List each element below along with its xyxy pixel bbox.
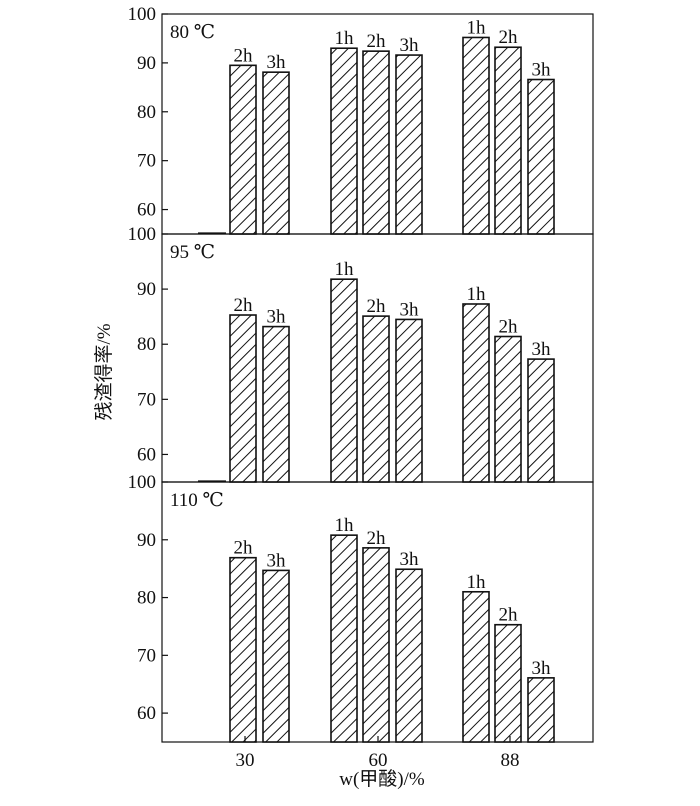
- bar-30-3h: [262, 71, 290, 235]
- y-tick-label: 60: [137, 444, 156, 465]
- panel-label: 110 ℃: [170, 490, 224, 511]
- bar-label: 2h: [234, 295, 254, 316]
- bar-label: 3h: [532, 658, 552, 679]
- bar-30-3h: [262, 569, 290, 743]
- bar-88-3h: [527, 358, 555, 483]
- bar-60-1h: [330, 278, 358, 483]
- x-tick-label: 30: [236, 750, 255, 771]
- bar-label: 2h: [234, 45, 254, 66]
- bar-label: 3h: [400, 549, 420, 570]
- y-tick-label: 70: [137, 645, 156, 666]
- bar-88-3h: [527, 677, 555, 743]
- bar-label: 2h: [367, 296, 387, 317]
- bar-88-1h: [462, 590, 490, 743]
- x-axis-label: w(甲酸)/%: [339, 768, 425, 790]
- bar-label: 2h: [367, 528, 387, 549]
- y-axis-label: 残渣得率/%: [93, 323, 115, 420]
- bar-label: 1h: [335, 515, 355, 536]
- bar-88-3h: [527, 78, 555, 235]
- bar-label: 2h: [234, 538, 254, 559]
- bar-label: 3h: [267, 52, 287, 73]
- bar-30-2h: [229, 64, 257, 235]
- bar-60-1h: [330, 534, 358, 743]
- bar-label: 3h: [400, 35, 420, 56]
- bar-label: 1h: [335, 28, 355, 49]
- bar-label: 1h: [467, 572, 487, 593]
- bar-60-3h: [395, 54, 423, 235]
- bar-88-2h: [494, 46, 522, 235]
- x-tick-label: 60: [369, 750, 388, 771]
- bar-88-1h: [462, 36, 490, 235]
- bar-label: 3h: [400, 299, 420, 320]
- y-tick-label: 80: [137, 102, 156, 123]
- panel-2: 60 70 80 90 100 95 ℃ 2h 3h 1h 2h 3h 1h 2h 3h: [128, 224, 594, 483]
- panel-3: 60 70 80 90 100 110 ℃ 2h 3h 1h 2h 3h 1h 2h 3h 30 60 88: [128, 472, 594, 771]
- bar-label: 2h: [367, 31, 387, 52]
- panel-label: 95 ℃: [170, 242, 215, 263]
- x-tick-label: 88: [501, 750, 520, 771]
- y-tick-label: 100: [128, 224, 157, 245]
- y-tick-label: 100: [128, 4, 157, 25]
- bar-label: 3h: [267, 550, 287, 571]
- y-tick-label: 80: [137, 588, 156, 609]
- bar-label: 2h: [499, 27, 519, 48]
- bar-label: 2h: [499, 317, 519, 338]
- bar-88-1h: [462, 303, 490, 483]
- bar-60-3h: [395, 318, 423, 483]
- bar-label: 3h: [267, 307, 287, 328]
- bar-60-3h: [395, 568, 423, 743]
- y-tick-label: 70: [137, 151, 156, 172]
- bar-60-1h: [330, 47, 358, 235]
- bar-label: 1h: [467, 17, 487, 38]
- bar-60-2h: [362, 315, 390, 483]
- y-tick-label: 60: [137, 703, 156, 724]
- bar-30-3h: [262, 325, 290, 483]
- bar-label: 1h: [335, 259, 355, 280]
- bar-88-2h: [494, 335, 522, 483]
- bar-60-2h: [362, 547, 390, 743]
- y-tick-label: 80: [137, 334, 156, 355]
- y-tick-label: 60: [137, 200, 156, 221]
- y-tick-label: 90: [137, 53, 156, 74]
- bar-label: 3h: [532, 339, 552, 360]
- y-tick-label: 90: [137, 530, 156, 551]
- y-tick-label: 100: [128, 472, 157, 493]
- panel-1: 60 70 80 90 100 80 ℃ 2h 3h 1h 2h 3h 1h 2h 3h: [128, 4, 594, 235]
- bar-60-2h: [362, 50, 390, 235]
- bar-label: 2h: [499, 605, 519, 626]
- y-tick-label: 90: [137, 279, 156, 300]
- bar-88-2h: [494, 623, 522, 743]
- panel-label: 80 ℃: [170, 22, 215, 43]
- bar-label: 1h: [467, 284, 487, 305]
- bar-label: 3h: [532, 60, 552, 81]
- bar-30-2h: [229, 314, 257, 483]
- y-tick-label: 70: [137, 389, 156, 410]
- bar-30-2h: [229, 556, 257, 743]
